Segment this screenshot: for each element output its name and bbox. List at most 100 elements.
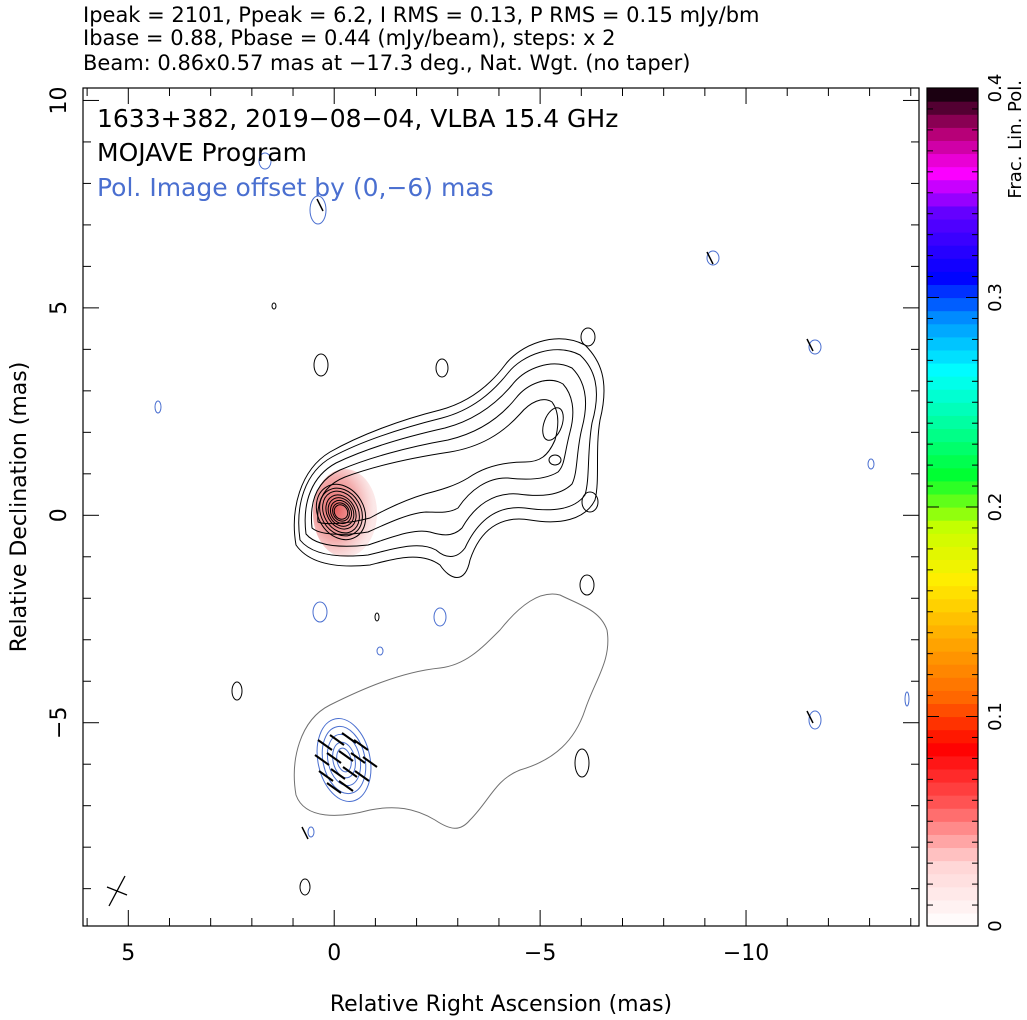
evpa-vector [706,251,714,265]
evpa-vector [338,750,354,762]
colorbar-band [927,297,978,312]
colorbar-band [927,507,978,521]
pol-noise-contour [433,607,447,627]
evpa-vector [329,734,345,746]
colorbar-band [927,454,978,469]
colorbar-band [927,336,978,351]
colorbar-band [927,467,978,482]
pol-envelope-contour [293,593,609,829]
stokes-i-noise-contour [231,681,243,701]
colorbar-band [927,310,978,325]
x-axis-label: Relative Right Ascension (mas) [330,992,672,1017]
pol-noise-contour [867,458,875,470]
colorbar-band [927,703,978,718]
y-axis-label: Relative Declination (mas) [7,362,32,653]
colorbar-band [927,742,978,757]
stokes-i-jet-contour [293,338,605,578]
colorbar-band [927,101,978,115]
colorbar-tick-label: 0.2 [985,493,1006,522]
colorbar-band [927,245,978,259]
pol-noise-contour [904,691,910,707]
stokes-i-knot-contour [581,491,599,513]
colorbar-band [927,389,978,403]
colorbar-band [927,520,978,534]
colorbar-band [927,624,978,639]
colorbar-band [927,349,978,364]
colorbar-band [927,664,978,678]
pol-noise-contour [154,400,162,414]
colorbar-tick-label: 0.4 [985,74,1006,103]
evpa-vector [342,766,358,778]
colorbar-band [927,690,978,705]
stokes-i-jet-contour [298,349,597,557]
stokes-i-core-contour [332,502,350,522]
evpa-vector [326,782,342,794]
stokes-i-noise-contour [579,574,595,596]
colorbar-band [927,153,978,168]
evpa-vector [317,739,333,751]
evpa-vector [806,338,814,352]
colorbar-label: Frac. Lin. Pol. [1005,80,1026,199]
stokes-i-core-contour [333,504,349,520]
x-tick-label: 0 [327,941,341,966]
x-tick-label: −5 [524,941,556,966]
pol-noise-contour [312,601,328,623]
header-line-1: Ipeak = 2101, Ppeak = 6.2, I RMS = 0.13,… [83,3,760,27]
colorbar-band [927,205,978,220]
colorbar-band [927,127,978,141]
colorbar-band [927,886,978,901]
stokes-i-knot-contour [542,407,564,441]
stokes-i-noise-contour [271,302,277,310]
stokes-i-core-contour [315,483,367,541]
pol-noise-contour [307,826,315,838]
stokes-i-core-contour [325,494,357,530]
evpa-vector [314,754,330,766]
colorbar-tick-label: 0.1 [985,702,1006,731]
colorbar-band [927,847,978,862]
colorbar-band [927,572,978,587]
colorbar [927,88,978,927]
colorbar-band [927,362,978,377]
colorbar-band [927,677,978,691]
stokes-i-jet-contour [317,399,559,525]
colorbar-band [927,781,978,796]
colorbar-band [927,533,978,547]
pol-noise-contour [309,195,327,225]
colorbar-band [927,271,978,286]
colorbar-band [927,284,978,299]
evpa-vector [338,780,354,792]
stokes-i-noise-contour [574,748,590,778]
beam-minor-axis [106,886,128,896]
colorbar-band [927,402,978,416]
stokes-i-core-contour [322,490,360,534]
evpa-vector [316,198,324,212]
colorbar-band [927,598,978,613]
colorbar-band [927,218,978,233]
y-tick-label: 0 [47,508,72,522]
y-tick-label: 5 [47,301,72,315]
pol-core-contour [316,718,372,802]
colorbar-band [927,376,978,390]
colorbar-band [927,546,978,560]
colorbar-band [927,808,978,822]
colorbar-band [927,480,978,495]
program-annotation: MOJAVE Program [97,138,307,167]
stokes-i-noise-contour [580,327,596,347]
stokes-i-noise-contour [435,358,449,378]
colorbar-band [927,729,978,744]
source-annotation: 1633+382, 2019−08−04, VLBA 15.4 GHz [97,104,618,133]
y-tick-label: −5 [47,707,72,739]
colorbar-tick-label: 0.3 [985,283,1006,312]
stokes-i-jet-contour [310,379,574,535]
evpa-vector [350,752,366,764]
pol-noise-contour [808,710,822,730]
evpa-vector [326,752,342,764]
evpa-vector [330,768,346,780]
colorbar-band [927,716,978,731]
offset-annotation: Pol. Image offset by (0,−6) mas [97,173,494,202]
pol-core-contour [321,725,367,795]
evpa-vector [301,826,309,840]
pol-noise-contour [258,152,272,170]
fractional-pol-core [313,469,377,557]
